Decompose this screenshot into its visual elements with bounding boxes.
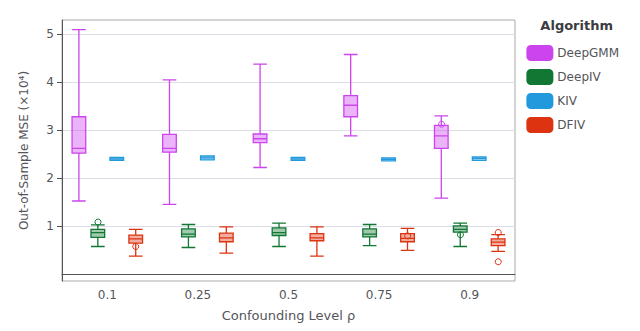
svg-text:0.1: 0.1 bbox=[98, 288, 117, 302]
svg-text:KIV: KIV bbox=[557, 94, 577, 108]
svg-text:0.9: 0.9 bbox=[460, 288, 479, 302]
svg-text:0.25: 0.25 bbox=[185, 288, 212, 302]
svg-text:5: 5 bbox=[46, 27, 54, 41]
svg-text:DeepGMM: DeepGMM bbox=[557, 46, 619, 60]
svg-text:1: 1 bbox=[46, 219, 54, 233]
svg-text:4: 4 bbox=[46, 75, 54, 89]
svg-text:Out-of-Sample MSE (×10⁴): Out-of-Sample MSE (×10⁴) bbox=[17, 71, 31, 230]
svg-text:2: 2 bbox=[46, 171, 54, 185]
svg-text:Algorithm: Algorithm bbox=[540, 18, 613, 33]
svg-text:Confounding Level ρ: Confounding Level ρ bbox=[222, 308, 355, 323]
svg-text:0.75: 0.75 bbox=[366, 288, 393, 302]
svg-text:3: 3 bbox=[46, 123, 54, 137]
svg-text:DFIV: DFIV bbox=[557, 118, 586, 132]
svg-text:0.5: 0.5 bbox=[279, 288, 298, 302]
svg-text:DeepIV: DeepIV bbox=[557, 70, 601, 84]
